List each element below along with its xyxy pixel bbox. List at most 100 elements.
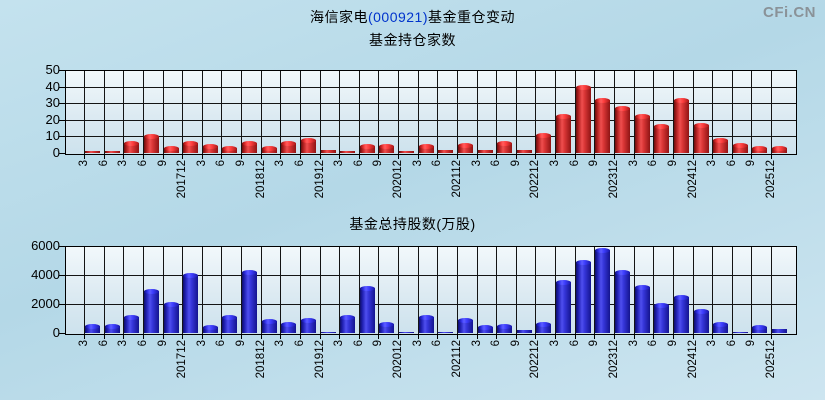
x-axis-label-text: 3 <box>705 340 718 347</box>
x-axis-label-text: 202512 <box>764 160 777 199</box>
x-axis-label-text: 3 <box>116 340 129 347</box>
x-axis-label-text: 201712 <box>175 340 188 379</box>
x-axis-tick <box>359 155 360 159</box>
x-axis-tick <box>693 335 694 339</box>
gridline-vertical <box>320 247 321 334</box>
bar <box>458 145 473 153</box>
x-axis-label-text: 6 <box>214 340 227 347</box>
y-axis-tick <box>59 136 65 137</box>
x-axis-label-text: 202312 <box>607 340 620 379</box>
bar <box>222 148 237 153</box>
bar <box>262 148 277 153</box>
bar <box>340 151 355 153</box>
x-axis-tick <box>182 155 183 159</box>
x-axis-label-text: 3 <box>705 160 718 167</box>
x-axis-label-text: 201912 <box>313 340 326 379</box>
bar <box>164 304 179 333</box>
x-axis-tick <box>594 335 595 339</box>
gridline-vertical <box>516 247 517 334</box>
x-axis-tick <box>261 155 262 159</box>
y-axis-label: 10 <box>45 128 60 143</box>
x-axis-label-text: 202312 <box>607 160 620 199</box>
bar <box>340 317 355 333</box>
x-axis-label-text: 202412 <box>686 340 699 379</box>
bar <box>379 324 394 333</box>
chart-title: 基金总持股数(万股) <box>349 216 476 232</box>
x-axis-tick <box>163 155 164 159</box>
cfi-logo: CFi.CN <box>763 4 816 21</box>
bar <box>478 150 493 153</box>
x-axis-tick <box>693 155 694 159</box>
x-axis-tick <box>104 335 105 339</box>
bar <box>301 140 316 153</box>
bar <box>576 87 591 153</box>
x-axis-label-text: 6 <box>214 160 227 167</box>
bar <box>497 326 512 333</box>
gridline-vertical <box>123 71 124 154</box>
x-axis-tick <box>594 155 595 159</box>
gridline-vertical <box>496 71 497 154</box>
bar <box>635 116 650 153</box>
x-axis-label-text: 3 <box>77 340 90 347</box>
bar <box>379 146 394 153</box>
chart-title: 基金持仓家数 <box>369 32 456 48</box>
bar <box>635 287 650 333</box>
bar <box>576 262 591 333</box>
x-axis-label-text: 202512 <box>764 340 777 379</box>
gridline-vertical <box>163 247 164 334</box>
x-axis-label-text: 9 <box>371 160 384 167</box>
gridline-horizontal <box>66 136 796 137</box>
x-axis-tick <box>300 335 301 339</box>
x-axis-tick <box>535 335 536 339</box>
page-title: 海信家电(000921)基金重仓变动 <box>0 7 825 27</box>
gridline-vertical <box>280 71 281 154</box>
x-axis-label-text: 6 <box>646 340 659 347</box>
x-axis-label-text: 9 <box>234 340 247 347</box>
bar <box>321 150 336 153</box>
x-axis-label-text: 6 <box>568 340 581 347</box>
bar <box>536 135 551 153</box>
x-axis-label-text: 202212 <box>528 160 541 199</box>
x-axis-tick <box>221 335 222 339</box>
x-axis-label-text: 3 <box>627 160 640 167</box>
title-suffix: 基金重仓变动 <box>428 9 516 25</box>
y-axis-label: 4000 <box>31 267 60 282</box>
bar <box>752 327 767 333</box>
x-axis-label-text: 3 <box>273 340 286 347</box>
y-axis-label: 6000 <box>31 238 60 253</box>
x-axis-tick <box>418 335 419 339</box>
bar <box>772 329 787 333</box>
x-axis-label-text: 201712 <box>175 160 188 199</box>
x-axis-tick <box>712 155 713 159</box>
bar <box>713 324 728 333</box>
x-axis-tick <box>457 335 458 339</box>
x-axis-tick <box>320 335 321 339</box>
x-axis-label-text: 6 <box>352 160 365 167</box>
x-axis-label-text: 201912 <box>313 160 326 199</box>
x-axis-label-text: 6 <box>489 160 502 167</box>
x-axis-label-text: 9 <box>156 340 169 347</box>
title-company: 海信家电 <box>309 9 368 25</box>
gridline-vertical <box>516 71 517 154</box>
y-axis-tick <box>59 153 65 154</box>
x-axis-tick <box>320 155 321 159</box>
gridline-vertical <box>751 247 752 334</box>
x-axis-label-text: 6 <box>136 340 149 347</box>
gridline-vertical <box>712 71 713 154</box>
bar <box>144 136 159 153</box>
gridline-vertical <box>477 71 478 154</box>
x-axis-tick <box>241 155 242 159</box>
gridline-vertical <box>457 71 458 154</box>
x-axis-tick <box>535 155 536 159</box>
x-axis-label-text: 9 <box>234 160 247 167</box>
x-axis-tick <box>496 335 497 339</box>
gridline-vertical <box>163 71 164 154</box>
x-axis-tick <box>359 335 360 339</box>
bar <box>124 143 139 153</box>
gridline-horizontal <box>66 304 796 305</box>
y-axis-tick <box>59 275 65 276</box>
bar <box>694 125 709 153</box>
y-axis-tick <box>59 87 65 88</box>
x-axis-label-text: 9 <box>666 340 679 347</box>
